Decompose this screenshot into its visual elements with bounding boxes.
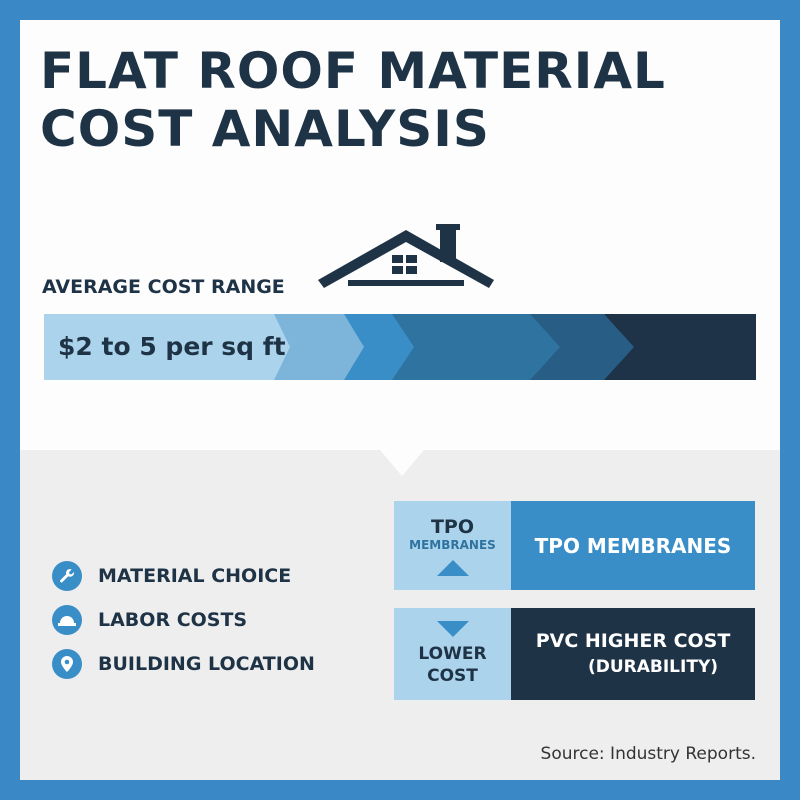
cost-range-bar: $2 to 5 per sq ft — [44, 314, 756, 380]
tpo-side-line-2: MEMBRANES — [409, 537, 496, 552]
pvc-main-line-2: (DURABILITY) — [587, 657, 719, 677]
source-note: Source: Industry Reports. — [540, 744, 756, 764]
up-arrow-icon — [436, 559, 469, 576]
tpo-side-line-1: TPO — [430, 515, 475, 538]
section-notch — [380, 450, 424, 476]
pvc-main-box: PVC HIGHER COST (DURABILITY) — [511, 608, 755, 700]
pvc-side-line-2: COST — [427, 666, 478, 686]
factor-label: BUILDING LOCATION — [98, 653, 315, 675]
title-line-1: FLAT ROOF MATERIAL — [40, 42, 666, 100]
average-cost-label: AVERAGE COST RANGE — [42, 276, 285, 298]
location-pin-icon — [52, 649, 82, 679]
tpo-main-box: TPO MEMBRANES — [511, 501, 755, 590]
cost-factors-list: MATERIAL CHOICE LABOR COSTS BUILDING LOC… — [52, 554, 315, 686]
pvc-side-box: LOWER COST — [394, 608, 511, 700]
factor-label: MATERIAL CHOICE — [98, 565, 292, 587]
title-line-2: COST ANALYSIS — [40, 100, 490, 158]
factor-labor-costs: LABOR COSTS — [52, 598, 315, 642]
pvc-side-line-1: LOWER — [418, 644, 487, 664]
bar-segment — [390, 314, 560, 380]
page-title: FLAT ROOF MATERIAL COST ANALYSIS — [40, 42, 666, 158]
hard-hat-icon — [52, 605, 82, 635]
down-arrow-icon — [436, 621, 469, 637]
factor-label: LABOR COSTS — [98, 609, 248, 631]
house-icon — [318, 224, 494, 288]
wrench-icon — [52, 561, 82, 591]
pvc-main-line-1: PVC HIGHER COST — [535, 630, 731, 652]
tpo-main-label: TPO MEMBRANES — [534, 533, 732, 558]
factor-material-choice: MATERIAL CHOICE — [52, 554, 315, 598]
tpo-side-box: TPO MEMBRANES — [394, 501, 511, 590]
factor-building-location: BUILDING LOCATION — [52, 642, 315, 686]
cost-range-value: $2 to 5 per sq ft — [58, 332, 286, 361]
bar-segment — [44, 314, 290, 380]
